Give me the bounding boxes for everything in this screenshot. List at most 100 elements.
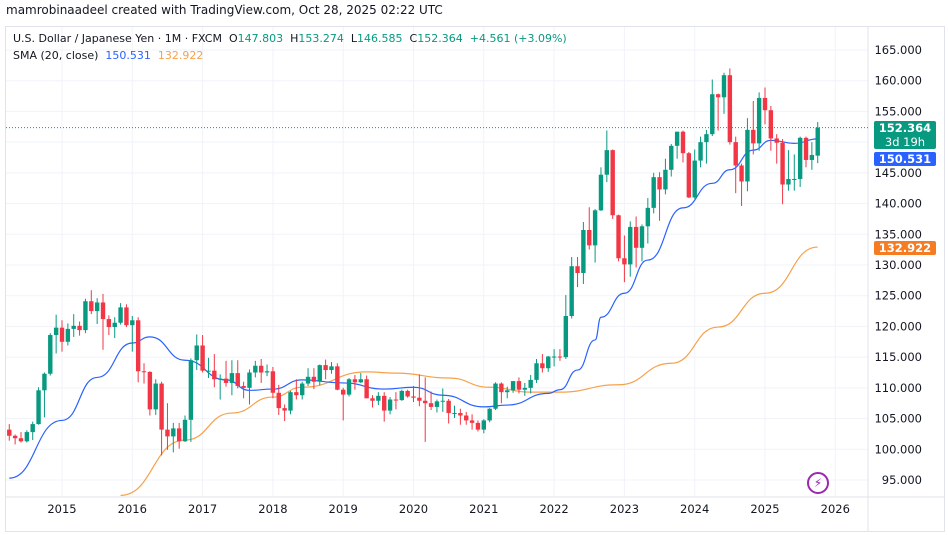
candle-body (645, 207, 651, 227)
candle (188, 358, 194, 442)
candle-body (370, 398, 375, 401)
candle-body (639, 226, 645, 248)
candle-body (112, 322, 117, 328)
y-tick-label: 155.000 (874, 104, 922, 118)
candle (323, 359, 328, 380)
candle (592, 209, 598, 263)
symbol-title[interactable]: U.S. Dollar / Japanese Yen · 1M · FXCM (13, 32, 222, 45)
tradingview-lightning-icon[interactable]: ⚡ (807, 472, 829, 494)
candle-body (446, 400, 451, 414)
candle-body (335, 366, 340, 390)
close-label: C (409, 32, 418, 45)
candle-body (241, 386, 246, 388)
candle (452, 405, 457, 418)
candle (24, 430, 30, 443)
candle (698, 136, 703, 168)
candle-body (786, 179, 791, 185)
candle (663, 158, 668, 195)
candle-body (657, 177, 662, 190)
candle-body (411, 396, 416, 398)
candle (458, 408, 463, 425)
open-value: 147.803 (237, 32, 284, 45)
candle (53, 314, 59, 354)
candle (604, 130, 610, 183)
candle-body (253, 365, 258, 373)
candle-body (130, 320, 135, 326)
x-tick-label: 2025 (750, 502, 779, 516)
candle (299, 381, 305, 400)
candle (241, 381, 246, 399)
candle-body (604, 150, 610, 175)
candle (18, 432, 24, 443)
candle-body (727, 75, 733, 143)
chart-pane[interactable] (5, 26, 945, 532)
attribution-text: mamrobinaadeel created with TradingView.… (6, 3, 443, 17)
candle-body (376, 395, 381, 401)
candle (276, 384, 281, 415)
candle (352, 374, 358, 390)
candle-body (382, 395, 387, 411)
candle-body (270, 371, 276, 393)
candle (124, 304, 129, 328)
candle (405, 389, 410, 398)
candle (370, 395, 375, 408)
candle-body (651, 177, 656, 208)
candle (669, 143, 674, 177)
candle (739, 163, 744, 207)
candle-body (417, 397, 422, 401)
indicator-title[interactable]: SMA (20, close) (13, 49, 99, 62)
chart-legend: U.S. Dollar / Japanese Yen · 1M · FXCM O… (13, 30, 567, 64)
candle-body (745, 129, 750, 182)
candle (715, 93, 721, 131)
candle (135, 317, 141, 383)
candle (305, 368, 311, 387)
candle (581, 222, 586, 285)
candle (83, 298, 88, 334)
candle (217, 374, 223, 400)
candle (528, 374, 533, 394)
candle (792, 154, 797, 191)
candle-body (686, 153, 692, 198)
candle (645, 198, 651, 244)
candle-body (434, 401, 440, 407)
candle (288, 390, 293, 415)
candle-body (200, 345, 205, 371)
candle (159, 381, 164, 456)
candle (112, 317, 117, 339)
candle (727, 68, 733, 145)
candle-body (83, 301, 88, 331)
y-tick-label: 115.000 (874, 350, 922, 364)
x-tick-label: 2024 (680, 502, 709, 516)
candle-body (669, 145, 674, 170)
candle-body (12, 435, 18, 439)
candle-body (475, 422, 481, 430)
candle-body (809, 155, 815, 160)
candle-body (24, 432, 30, 442)
candle-body (581, 229, 586, 273)
candle (282, 404, 287, 422)
y-tick-label: 145.000 (874, 166, 922, 180)
candle-body (510, 381, 516, 391)
candle-body (194, 345, 199, 361)
candle (487, 408, 492, 423)
candle (364, 375, 369, 399)
candle-body (522, 387, 528, 390)
candle (809, 142, 815, 170)
x-tick-label: 2016 (118, 502, 147, 516)
y-tick-label: 165.000 (874, 43, 922, 57)
candle-body (405, 390, 410, 397)
candle-body (452, 413, 457, 415)
sma-20-line (9, 138, 818, 479)
candle-body (352, 379, 358, 383)
candle (434, 399, 440, 413)
candle (247, 369, 252, 405)
candle (616, 214, 621, 262)
candle-body (59, 327, 65, 342)
candle-body (774, 138, 779, 143)
y-tick-label: 100.000 (874, 442, 922, 456)
candle (7, 424, 12, 441)
x-tick-label: 2018 (258, 502, 287, 516)
x-tick-label: 2021 (469, 502, 498, 516)
candle-body (739, 165, 744, 182)
